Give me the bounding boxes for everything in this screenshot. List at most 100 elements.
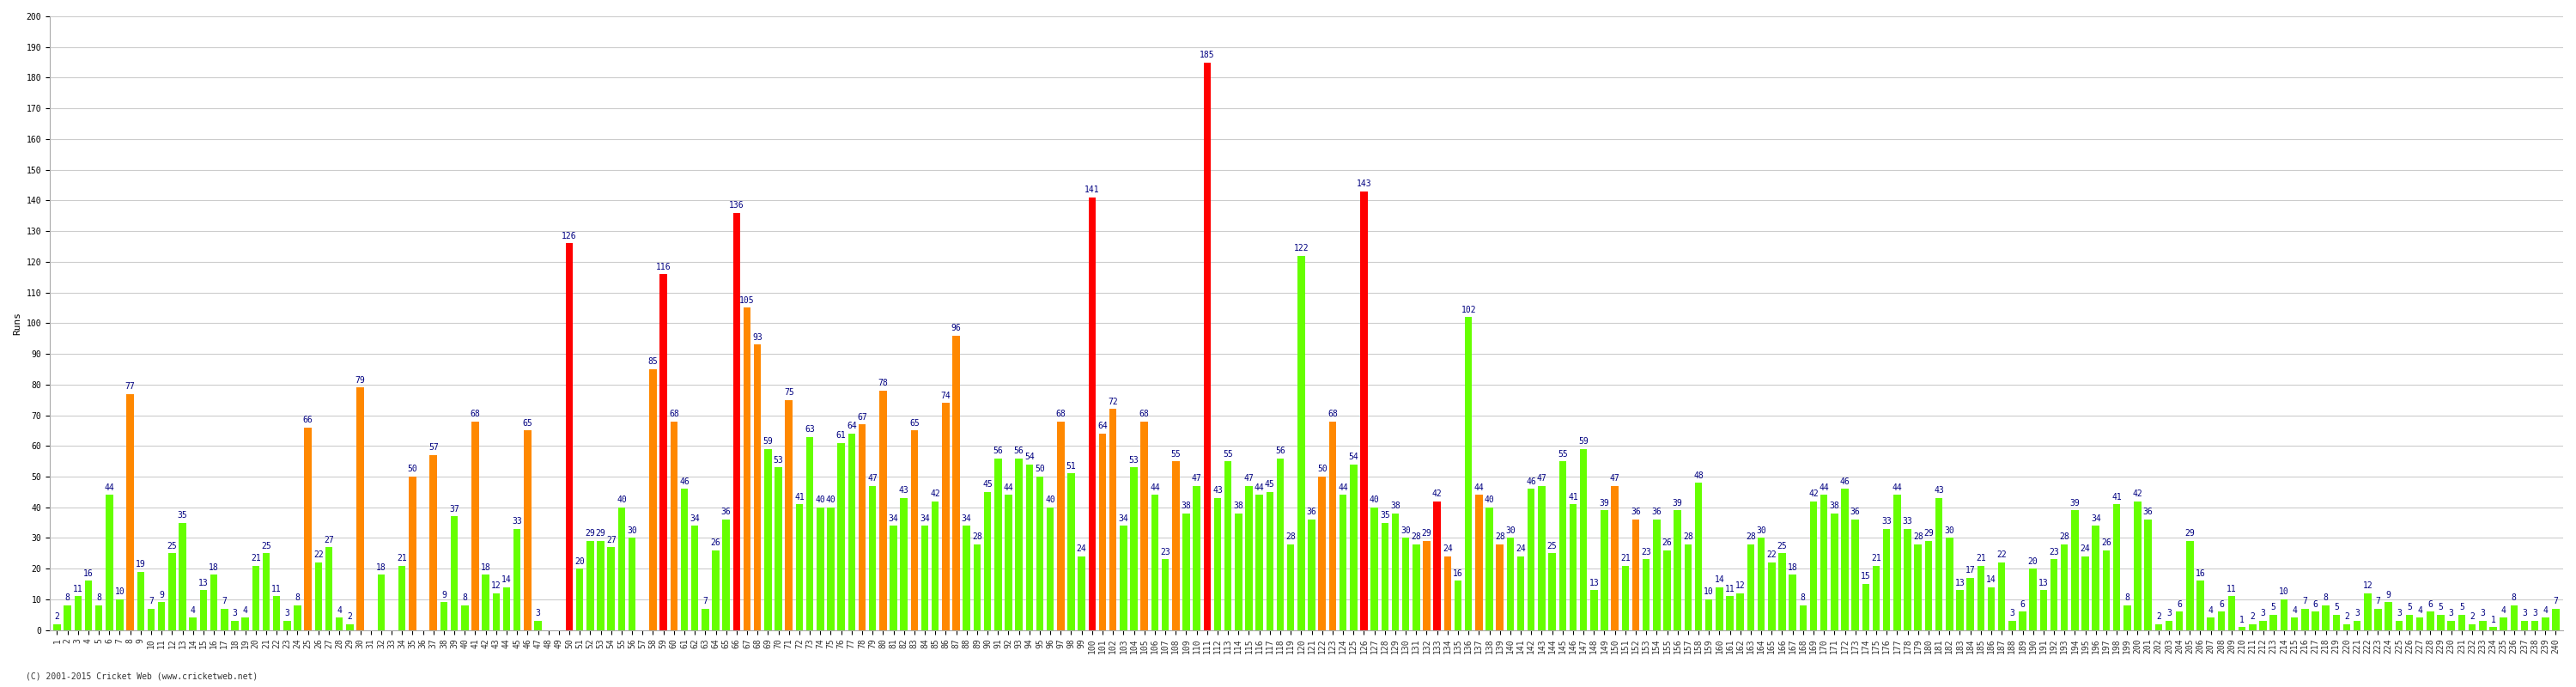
Bar bbox=[461, 605, 469, 630]
Text: 43: 43 bbox=[1213, 486, 1224, 495]
Bar bbox=[1476, 495, 1484, 630]
Bar bbox=[1131, 467, 1139, 630]
Text: 7: 7 bbox=[149, 597, 155, 605]
Bar bbox=[1811, 501, 1816, 630]
Bar bbox=[577, 569, 582, 630]
Text: 53: 53 bbox=[773, 455, 783, 464]
Bar bbox=[1203, 63, 1211, 630]
Text: 34: 34 bbox=[889, 514, 899, 523]
Text: 14: 14 bbox=[1986, 576, 1996, 584]
Bar bbox=[2050, 559, 2058, 630]
Text: 116: 116 bbox=[657, 262, 670, 271]
Text: 55: 55 bbox=[1558, 449, 1569, 458]
Bar bbox=[796, 504, 804, 630]
Bar bbox=[2020, 611, 2027, 630]
Bar bbox=[922, 526, 927, 630]
Bar bbox=[167, 553, 175, 630]
Text: 29: 29 bbox=[2184, 530, 2195, 538]
Bar bbox=[2071, 510, 2079, 630]
Bar bbox=[1945, 538, 1953, 630]
Bar bbox=[1319, 477, 1327, 630]
Bar bbox=[1801, 605, 1806, 630]
Text: 47: 47 bbox=[868, 474, 878, 483]
Text: 41: 41 bbox=[793, 493, 804, 501]
Bar bbox=[232, 621, 240, 630]
Bar bbox=[1066, 473, 1074, 630]
Text: 6: 6 bbox=[2177, 600, 2182, 609]
Bar bbox=[178, 523, 185, 630]
Text: 22: 22 bbox=[314, 551, 325, 559]
Bar bbox=[587, 541, 595, 630]
Text: 43: 43 bbox=[899, 486, 909, 495]
Bar bbox=[629, 538, 636, 630]
Bar bbox=[2344, 624, 2349, 630]
Text: 14: 14 bbox=[502, 576, 513, 584]
Bar bbox=[482, 575, 489, 630]
Bar bbox=[335, 618, 343, 630]
Bar bbox=[222, 609, 229, 630]
Text: 34: 34 bbox=[2092, 514, 2102, 523]
Bar bbox=[837, 443, 845, 630]
Bar bbox=[75, 596, 82, 630]
Bar bbox=[1391, 513, 1399, 630]
Bar bbox=[2321, 605, 2329, 630]
Text: 5: 5 bbox=[2460, 603, 2465, 611]
Bar bbox=[1736, 593, 1744, 630]
Text: 42: 42 bbox=[930, 490, 940, 498]
Text: 36: 36 bbox=[1631, 508, 1641, 517]
Text: 30: 30 bbox=[1504, 526, 1515, 535]
Text: 53: 53 bbox=[1128, 455, 1139, 464]
Text: 11: 11 bbox=[72, 585, 82, 593]
Text: 9: 9 bbox=[160, 591, 165, 599]
Text: 102: 102 bbox=[1461, 306, 1476, 314]
Bar bbox=[786, 400, 793, 630]
Text: 23: 23 bbox=[1641, 548, 1651, 556]
Text: 26: 26 bbox=[1662, 539, 1672, 547]
Text: 55: 55 bbox=[1170, 449, 1180, 458]
Text: 13: 13 bbox=[1589, 578, 1600, 587]
Text: 28: 28 bbox=[1914, 532, 1924, 541]
Text: 40: 40 bbox=[1484, 495, 1494, 504]
Bar bbox=[2177, 611, 2182, 630]
Bar bbox=[1757, 538, 1765, 630]
Text: 21: 21 bbox=[1976, 554, 1986, 563]
Bar bbox=[201, 590, 206, 630]
Bar bbox=[2112, 504, 2120, 630]
Text: 63: 63 bbox=[804, 425, 814, 433]
Text: 3: 3 bbox=[536, 609, 541, 618]
Text: 46: 46 bbox=[1839, 477, 1850, 486]
Bar bbox=[1466, 317, 1471, 630]
Text: 24: 24 bbox=[1443, 545, 1453, 553]
Text: 10: 10 bbox=[116, 587, 124, 596]
Text: 8: 8 bbox=[1801, 594, 1806, 602]
Text: 61: 61 bbox=[837, 431, 845, 440]
Bar bbox=[2166, 621, 2172, 630]
Bar bbox=[994, 458, 1002, 630]
Bar bbox=[2197, 581, 2205, 630]
Text: 2: 2 bbox=[2156, 612, 2161, 621]
Bar bbox=[2375, 609, 2383, 630]
Text: 54: 54 bbox=[1025, 453, 1036, 461]
Bar bbox=[1077, 556, 1084, 630]
Bar bbox=[953, 335, 961, 630]
Text: 13: 13 bbox=[198, 578, 209, 587]
Text: 17: 17 bbox=[1965, 566, 1976, 575]
Bar bbox=[1935, 498, 1942, 630]
Text: 22: 22 bbox=[1767, 551, 1777, 559]
Text: 5: 5 bbox=[2406, 603, 2411, 611]
Bar bbox=[974, 544, 981, 630]
Bar bbox=[1381, 523, 1388, 630]
Text: 28: 28 bbox=[1494, 532, 1504, 541]
Bar bbox=[1777, 553, 1785, 630]
Text: 141: 141 bbox=[1084, 185, 1100, 194]
Text: 105: 105 bbox=[739, 296, 755, 305]
Text: 47: 47 bbox=[1610, 474, 1620, 483]
Bar bbox=[1747, 544, 1754, 630]
Bar bbox=[1569, 504, 1577, 630]
Bar bbox=[1643, 559, 1649, 630]
Bar bbox=[1090, 197, 1095, 630]
Text: 5: 5 bbox=[2334, 603, 2339, 611]
Text: 3: 3 bbox=[283, 609, 289, 618]
Text: 59: 59 bbox=[1579, 438, 1589, 446]
Text: 28: 28 bbox=[1747, 532, 1757, 541]
